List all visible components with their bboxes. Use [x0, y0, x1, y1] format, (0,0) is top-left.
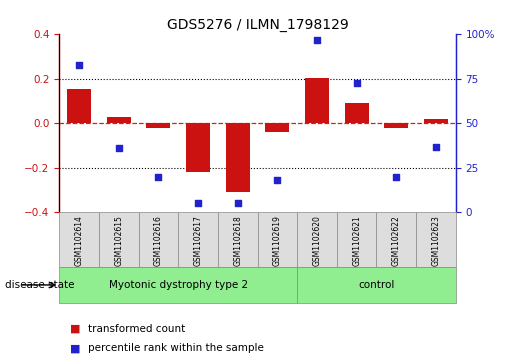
Bar [337, 212, 376, 267]
Bar [265, 123, 289, 132]
Point [233, 200, 242, 206]
Bar [178, 212, 218, 267]
Text: GSM1102614: GSM1102614 [75, 215, 83, 266]
Point [313, 37, 321, 43]
Point [194, 200, 202, 206]
Bar [226, 123, 250, 192]
Bar [424, 119, 448, 123]
Bar [59, 212, 99, 267]
Text: transformed count: transformed count [88, 323, 185, 334]
Bar [297, 212, 337, 267]
Point [392, 174, 401, 180]
Bar [107, 117, 131, 123]
Bar [146, 123, 170, 128]
Text: ■: ■ [70, 323, 80, 334]
Point [432, 144, 440, 150]
Title: GDS5276 / ILMN_1798129: GDS5276 / ILMN_1798129 [167, 18, 348, 32]
Bar [139, 212, 178, 267]
Text: GSM1102623: GSM1102623 [432, 215, 440, 266]
Bar [376, 212, 416, 267]
Point [273, 178, 281, 183]
Bar [218, 212, 258, 267]
Point [352, 79, 360, 85]
Text: GSM1102619: GSM1102619 [273, 215, 282, 266]
Bar [384, 123, 408, 128]
Text: GSM1102617: GSM1102617 [194, 215, 202, 266]
Bar [297, 267, 456, 303]
Text: GSM1102615: GSM1102615 [114, 215, 123, 266]
Text: GSM1102616: GSM1102616 [154, 215, 163, 266]
Text: disease state: disease state [5, 280, 75, 290]
Bar [305, 78, 329, 123]
Text: GSM1102618: GSM1102618 [233, 215, 242, 266]
Bar [416, 212, 456, 267]
Text: percentile rank within the sample: percentile rank within the sample [88, 343, 264, 354]
Bar [59, 267, 297, 303]
Text: GSM1102621: GSM1102621 [352, 215, 361, 266]
Text: GSM1102620: GSM1102620 [313, 215, 321, 266]
Point [114, 146, 123, 151]
Bar [186, 123, 210, 172]
Bar [345, 103, 369, 123]
Bar [99, 212, 139, 267]
Text: GSM1102622: GSM1102622 [392, 215, 401, 266]
Point [75, 62, 83, 68]
Bar [67, 89, 91, 123]
Bar [258, 212, 297, 267]
Text: control: control [358, 280, 394, 290]
Point [154, 174, 162, 180]
Text: Myotonic dystrophy type 2: Myotonic dystrophy type 2 [109, 280, 248, 290]
Text: ■: ■ [70, 343, 80, 354]
